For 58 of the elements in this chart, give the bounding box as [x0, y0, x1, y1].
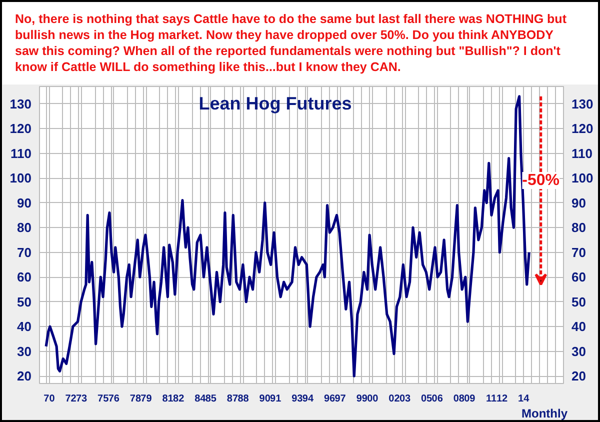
y2-tick-label: 40 [572, 319, 586, 334]
x-tick-label: 72 [65, 394, 77, 404]
y2-tick-label: 110 [572, 146, 592, 161]
y-tick-label: 90 [17, 195, 32, 210]
x-tick-label: 12 [496, 394, 508, 404]
x-tick-label: 08 [453, 394, 465, 404]
y-tick-label: 70 [17, 244, 32, 260]
x-tick-label: 93 [292, 394, 304, 404]
x-tick-label: 79 [140, 394, 152, 404]
y-tick-label: 40 [17, 319, 32, 334]
x-tick-label: 78 [130, 394, 142, 404]
y2-tick-label: 90 [572, 195, 586, 210]
y-tick-label: 110 [10, 146, 32, 161]
chart-title: Lean Hog Futures [198, 94, 352, 114]
y-tick-label: 50 [17, 294, 32, 310]
x-tick-label: 81 [162, 394, 174, 404]
y-tick-label: 60 [17, 270, 32, 285]
y-tick-label: 100 [10, 170, 32, 186]
y-tick-label: 120 [10, 121, 32, 136]
x-tick-label: 96 [324, 394, 336, 404]
y-tick-label: 80 [17, 220, 32, 236]
text: No, there is nothing that says Cattle have to do the same but last fall there was NOTHING but bullish news in the Hog market. Now they have dropped over 50%. Do you think ANYBODY saw this coming? When all of the reported fundamentals were nothing but "Bullish"? I don't know if Cattle WILL do something like this...but I know they CAN. [15, 11, 568, 75]
x-tick-label: 97 [334, 394, 346, 404]
x-tick-label: 91 [270, 394, 282, 404]
y-tick-label: 20 [17, 368, 32, 384]
x-tick-label: 84 [194, 394, 206, 404]
x-tick-label: 06 [432, 394, 444, 404]
y2-tick-label: 20 [572, 368, 586, 384]
x-tick-label: 70 [44, 394, 56, 404]
x-tick-label: 73 [76, 394, 88, 404]
y2-tick-label: 50 [572, 294, 586, 310]
x-tick-label: 03 [399, 394, 412, 404]
x-tick-label: 00 [367, 394, 379, 404]
x-tick-label: 11 [486, 394, 497, 404]
y-tick-label: 30 [17, 344, 32, 359]
x-tick-label: 82 [173, 394, 185, 404]
y2-tick-label: 100 [572, 170, 594, 186]
x-tick-label: 87 [226, 394, 238, 404]
annotation: -50% [522, 172, 560, 190]
x-tick-label: 09 [464, 394, 476, 404]
x-tick-label: 02 [388, 394, 400, 404]
y2-tick-label: 80 [572, 220, 586, 236]
x-tick-label: 75 [98, 394, 110, 404]
x-axis-title: Monthly [522, 406, 568, 420]
y2-tick-label: 30 [572, 344, 586, 359]
x-tick-label: 05 [421, 394, 433, 404]
x-tick-label: 88 [238, 394, 250, 404]
y2-tick-label: 130 [572, 96, 594, 112]
y2-tick-label: 120 [572, 121, 594, 136]
y2-tick-label: 70 [572, 244, 586, 260]
x-tick-label: 85 [205, 394, 217, 404]
x-tick-label: 99 [356, 394, 368, 404]
x-tick-label: 94 [302, 394, 314, 404]
x-tick-label: 76 [108, 394, 120, 404]
y2-tick-label: 60 [572, 270, 586, 285]
x-tick-label: 90 [259, 394, 271, 404]
x-tick-label: 14 [518, 394, 530, 404]
y-tick-label: 130 [10, 96, 32, 112]
